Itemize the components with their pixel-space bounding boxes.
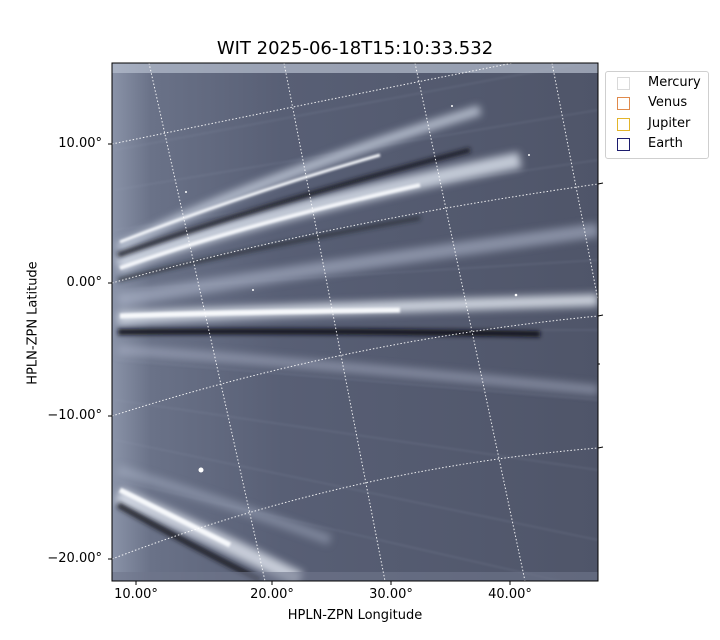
legend-item-earth: Earth	[606, 135, 708, 155]
x-axis-label: HPLN-ZPN Longitude	[287, 608, 423, 623]
axis-ticks	[108, 143, 604, 585]
plot-frame	[111, 62, 599, 582]
x-tick-label: 40.00°	[488, 587, 532, 602]
y-tick-label: 0.00°	[66, 275, 102, 290]
legend-item-jupiter: Jupiter	[606, 115, 708, 135]
figure-title: WIT 2025-06-18T15:10:33.532	[216, 38, 494, 59]
legend-item-venus: Venus	[606, 94, 708, 114]
star-point	[198, 467, 204, 473]
legend-swatch	[617, 77, 630, 90]
legend: Mercury Venus Jupiter Earth	[605, 71, 709, 159]
legend-label: Mercury	[648, 75, 701, 90]
y-tick-label: −10.00°	[47, 408, 102, 423]
legend-label: Jupiter	[648, 116, 691, 131]
y-tick-label: 10.00°	[58, 136, 102, 151]
legend-label: Earth	[648, 136, 683, 151]
legend-label: Venus	[648, 95, 688, 110]
legend-item-mercury: Mercury	[606, 74, 708, 94]
coordinate-grid	[112, 63, 598, 581]
y-axis-label: HPLN-ZPN Latitude	[25, 261, 41, 385]
legend-swatch	[617, 118, 630, 131]
x-tick-label: 10.00°	[114, 587, 158, 602]
legend-swatch	[617, 97, 630, 110]
legend-swatch	[617, 138, 630, 151]
x-tick-label: 20.00°	[250, 587, 294, 602]
image-background	[112, 63, 598, 581]
y-tick-label: −20.00°	[47, 551, 102, 566]
x-tick-label: 30.00°	[369, 587, 413, 602]
